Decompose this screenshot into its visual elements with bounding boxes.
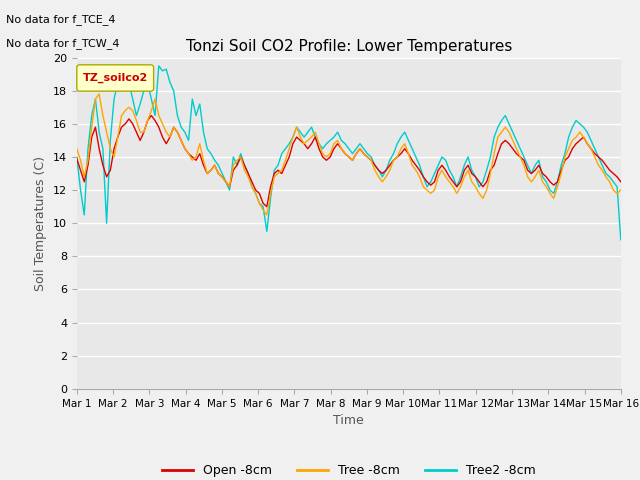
Y-axis label: Soil Temperatures (C): Soil Temperatures (C) [35, 156, 47, 291]
Text: No data for f_TCE_4: No data for f_TCE_4 [6, 14, 116, 25]
Title: Tonzi Soil CO2 Profile: Lower Temperatures: Tonzi Soil CO2 Profile: Lower Temperatur… [186, 39, 512, 54]
Text: TZ_soilco2: TZ_soilco2 [83, 73, 148, 83]
X-axis label: Time: Time [333, 414, 364, 427]
Text: No data for f_TCW_4: No data for f_TCW_4 [6, 38, 120, 49]
Legend: Open -8cm, Tree -8cm, Tree2 -8cm: Open -8cm, Tree -8cm, Tree2 -8cm [157, 459, 541, 480]
